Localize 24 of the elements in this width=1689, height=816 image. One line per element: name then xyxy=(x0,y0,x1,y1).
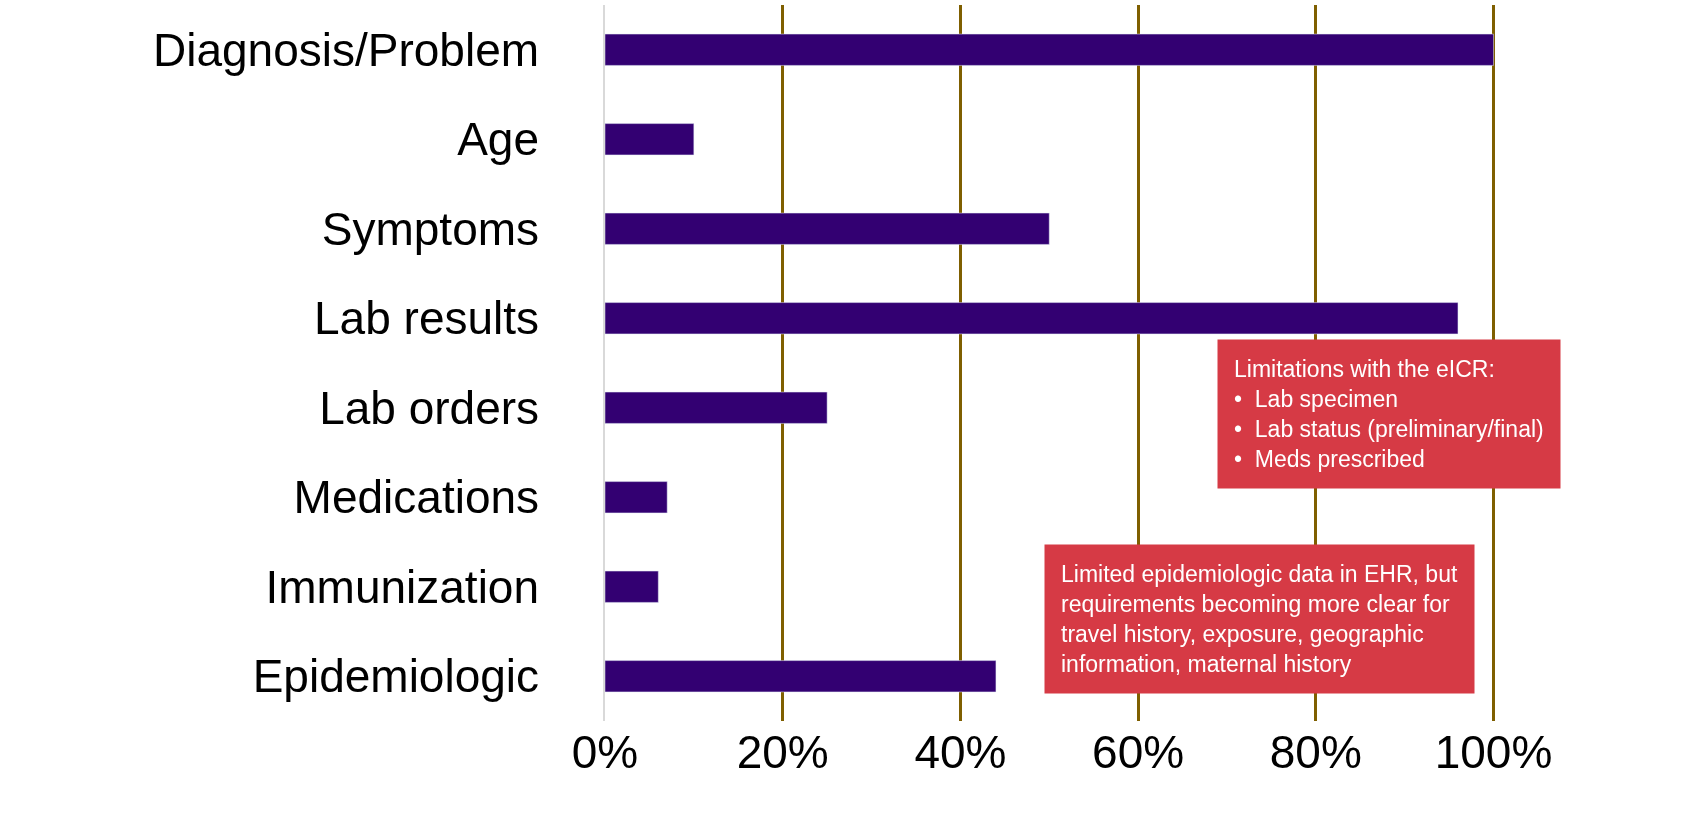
x-tick-label: 60% xyxy=(1092,726,1185,778)
x-tick-label: 0% xyxy=(571,726,639,778)
bar xyxy=(605,123,695,156)
y-tick-label: Lab results xyxy=(314,292,540,345)
y-tick-label: Symptoms xyxy=(321,202,540,255)
bar xyxy=(605,481,668,514)
bar xyxy=(605,660,997,693)
annotation: Limited epidemiologic data in EHR, but requirements becoming more clear for travel history, exposure, geographic information, maternal history xyxy=(1061,561,1458,677)
bar xyxy=(605,33,1494,66)
y-tick-label: Epidemiologic xyxy=(252,650,540,703)
bar xyxy=(605,212,1050,245)
x-tick-label: 40% xyxy=(914,726,1007,778)
x-tick-label: 100% xyxy=(1434,726,1553,778)
y-tick-label: Age xyxy=(457,113,540,166)
x-tick-label: 20% xyxy=(736,726,829,778)
bar xyxy=(605,570,659,603)
y-tick-label: Lab orders xyxy=(319,381,540,434)
y-tick-label: Medications xyxy=(293,471,540,524)
x-tick-label: 80% xyxy=(1269,726,1362,778)
bar xyxy=(605,391,828,424)
annotation: Limitations with the eICR: • Lab specimen • Lab status (preliminary/final) • Meds prescribed xyxy=(1234,356,1544,472)
y-tick-label: Immunization xyxy=(265,560,540,613)
bar xyxy=(605,302,1459,335)
y-tick-label: Diagnosis/Problem xyxy=(152,23,540,76)
